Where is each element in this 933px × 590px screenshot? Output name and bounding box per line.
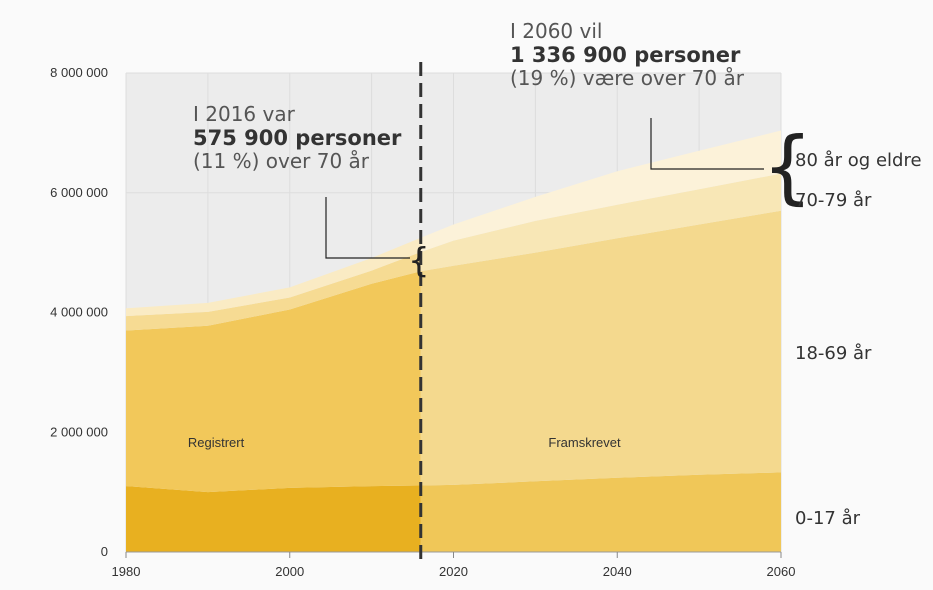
area-registered-80-r-og-eldre: [126, 237, 421, 317]
y-tick-label: 8 000 000: [50, 65, 108, 80]
area-projected-18-69-r: [420, 210, 781, 486]
label-70-79: 70-79 år: [795, 190, 872, 211]
label-0-17: 0-17 år: [795, 508, 861, 529]
callout-line-2060: [650, 118, 764, 170]
area-registered-0-17-r: [126, 485, 421, 552]
region-label-projected: Framskrevet: [548, 435, 621, 450]
annotation-2016-line2: 575 900 personer: [193, 126, 402, 150]
annotation-2016-line1: I 2016 var: [193, 102, 295, 126]
area-registered-70-79-r: [126, 252, 421, 331]
x-tick-label: 2060: [767, 564, 796, 579]
y-tick-label: 0: [101, 544, 108, 559]
annotation-2016-line3: (11 %) over 70 år: [193, 149, 370, 174]
y-tick-label: 4 000 000: [50, 305, 108, 320]
area-projected-0-17-r: [420, 472, 781, 552]
annotation-2060-line3: (19 %) være over 70 år: [510, 66, 744, 91]
y-tick-label: 6 000 000: [50, 185, 108, 200]
annotation-2060-line1: I 2060 vil: [510, 19, 603, 43]
label-18-69: 18-69 år: [795, 343, 872, 364]
area-projected-70-79-r: [420, 173, 781, 272]
annotation-2060: I 2060 vil 1 336 900 personer (19 %) vær…: [510, 20, 744, 90]
x-tick-label: 2000: [275, 564, 304, 579]
label-80-plus: 80 år og eldre: [795, 150, 922, 171]
region-label-registered: Registrert: [188, 435, 245, 450]
brace-2016-icon: {: [408, 241, 430, 281]
x-tick-label: 1980: [112, 564, 141, 579]
x-tick-label: 2020: [439, 564, 468, 579]
area-projected-80-r-og-eldre: [420, 130, 781, 252]
annotation-2016: I 2016 var 575 900 personer (11 %) over …: [193, 103, 401, 173]
x-tick-label: 2040: [603, 564, 632, 579]
area-registered-18-69-r: [126, 271, 421, 493]
callout-line-2016: [325, 197, 410, 259]
y-tick-label: 2 000 000: [50, 424, 108, 439]
brace-2060-icon: {: [762, 120, 813, 213]
annotation-2060-line2: 1 336 900 personer: [510, 43, 741, 67]
